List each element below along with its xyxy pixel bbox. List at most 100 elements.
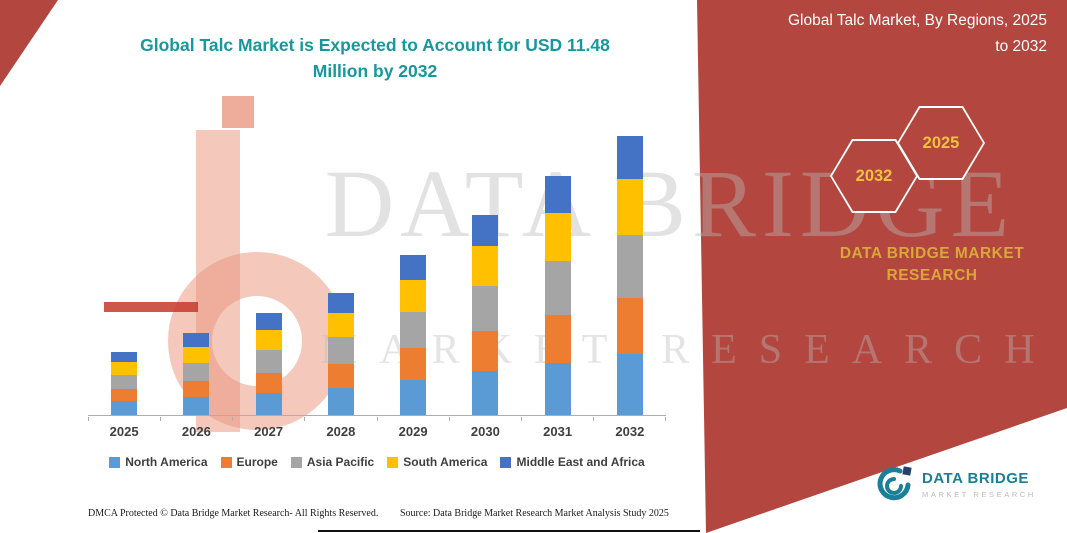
bar-2025: [111, 352, 138, 415]
legend-item-middle-east-and-africa: Middle East and Africa: [500, 455, 645, 469]
watermark-b-square: [222, 96, 254, 128]
chart-title-line1: Global Talc Market is Expected to Accoun…: [140, 35, 610, 55]
chart-title: Global Talc Market is Expected to Accoun…: [140, 32, 610, 85]
bar-2030: [472, 215, 499, 415]
legend-swatch-south-america: [387, 456, 399, 468]
segment-middle-east-and-africa: [616, 136, 643, 179]
legend-label-middle-east-and-africa: Middle East and Africa: [516, 455, 645, 469]
hexagon-2025-label: 2025: [922, 133, 960, 152]
x-label-2032: 2032: [615, 424, 645, 439]
segment-europe: [255, 373, 282, 393]
segment-asia-pacific: [183, 363, 210, 381]
segment-south-america: [544, 213, 571, 261]
segment-europe: [183, 381, 210, 397]
segment-europe: [400, 348, 427, 380]
legend-item-south-america: South America: [387, 455, 487, 469]
segment-asia-pacific: [327, 337, 354, 364]
axis-tick: [232, 417, 234, 421]
segment-asia-pacific: [544, 261, 571, 315]
axis-tick: [448, 417, 450, 421]
brand-text-line1: DATA BRIDGE MARKET: [839, 245, 1025, 262]
segment-asia-pacific: [255, 350, 282, 373]
chart-legend: North America Europe Asia Pacific South Ame…: [70, 455, 684, 469]
legend-swatch-europe: [220, 456, 232, 468]
databridge-logo: DATA BRIDGE MARKET RESEARCH: [874, 464, 1036, 504]
x-axis-labels: 2025 2026 2027 2028 2029 2030 2031 2032: [88, 424, 666, 439]
segment-europe: [616, 298, 643, 354]
legend-label-europe: Europe: [236, 455, 278, 469]
segment-north-america: [472, 371, 499, 415]
segment-north-america: [544, 363, 571, 415]
bar-2027: [255, 313, 282, 415]
segment-north-america: [183, 397, 210, 415]
ribbon-heading: Global Talc Market, By Regions, 2025 to …: [747, 8, 1047, 59]
x-label-2031: 2031: [543, 424, 573, 439]
x-label-2026: 2026: [181, 424, 211, 439]
legend-swatch-north-america: [109, 456, 121, 468]
segment-europe: [544, 315, 571, 363]
legend-label-south-america: South America: [403, 455, 488, 469]
segment-asia-pacific: [111, 375, 138, 389]
legend-swatch-asia-pacific: [290, 456, 302, 468]
segment-south-america: [111, 362, 138, 375]
databridge-logo-icon: [877, 466, 912, 501]
legend-swatch-middle-east-and-africa: [500, 456, 512, 468]
hexagon-badge-2025: 2025: [897, 106, 985, 180]
segment-south-america: [400, 280, 427, 312]
x-label-2028: 2028: [326, 424, 356, 439]
segment-south-america: [472, 246, 499, 286]
segment-north-america: [255, 393, 282, 415]
segment-asia-pacific: [472, 286, 499, 331]
x-label-2025: 2025: [109, 424, 139, 439]
segment-middle-east-and-africa: [544, 176, 571, 213]
legend-label-asia-pacific: Asia Pacific: [306, 455, 375, 469]
logo-title: DATA BRIDGE: [922, 469, 1029, 487]
axis-tick: [88, 417, 89, 421]
bar-chart-plot: [88, 118, 666, 416]
segment-asia-pacific: [400, 312, 427, 348]
x-label-2027: 2027: [254, 424, 284, 439]
segment-europe: [327, 364, 354, 388]
axis-tick: [376, 417, 378, 421]
axis-tick: [160, 417, 162, 421]
segment-asia-pacific: [616, 235, 643, 298]
segment-middle-east-and-africa: [327, 293, 354, 313]
bars: [88, 118, 666, 415]
hexagon-2032-face: 2032: [832, 141, 916, 211]
x-label-2030: 2030: [470, 424, 500, 439]
legend-item-europe: Europe: [220, 455, 278, 469]
segment-north-america: [616, 354, 643, 415]
chart-title-line2: Million by 2032: [312, 61, 438, 82]
databridge-logo-text: DATA BRIDGE MARKET RESEARCH: [922, 470, 1036, 499]
bar-2026: [183, 333, 210, 415]
segment-north-america: [111, 401, 138, 415]
legend-label-north-america: North America: [125, 455, 208, 469]
segment-south-america: [327, 313, 354, 337]
source-text: Source: Data Bridge Market Research Mark…: [400, 508, 669, 519]
corner-ribbon-decoration: [0, 0, 58, 86]
legend-item-asia-pacific: Asia Pacific: [290, 455, 375, 469]
bar-2032: [616, 136, 643, 415]
x-label-2029: 2029: [398, 424, 428, 439]
hexagon-2032-label: 2032: [855, 166, 893, 185]
segment-middle-east-and-africa: [111, 352, 138, 362]
axis-tick: [592, 417, 594, 421]
watermark-text-line2: MARKET RESEARCH: [320, 327, 1057, 373]
segment-europe: [111, 389, 138, 401]
brand-text: DATA BRIDGE MARKET RESEARCH: [822, 243, 1042, 286]
axis-tick: [520, 417, 522, 421]
axis-ticks: [88, 417, 666, 421]
ribbon-heading-line1: Global Talc Market, By Regions, 2025: [787, 12, 1047, 29]
bar-2029: [400, 255, 427, 415]
brand-text-line2: RESEARCH: [886, 266, 978, 284]
hexagon-2025-face: 2025: [899, 108, 983, 178]
bottom-divider: [318, 530, 700, 532]
segment-south-america: [616, 179, 643, 235]
ribbon-heading-line2: to 2032: [995, 37, 1047, 55]
segment-europe: [472, 331, 499, 371]
segment-middle-east-and-africa: [255, 313, 282, 330]
segment-south-america: [183, 347, 210, 363]
segment-south-america: [255, 330, 282, 350]
segment-north-america: [327, 388, 354, 415]
segment-north-america: [400, 380, 427, 415]
